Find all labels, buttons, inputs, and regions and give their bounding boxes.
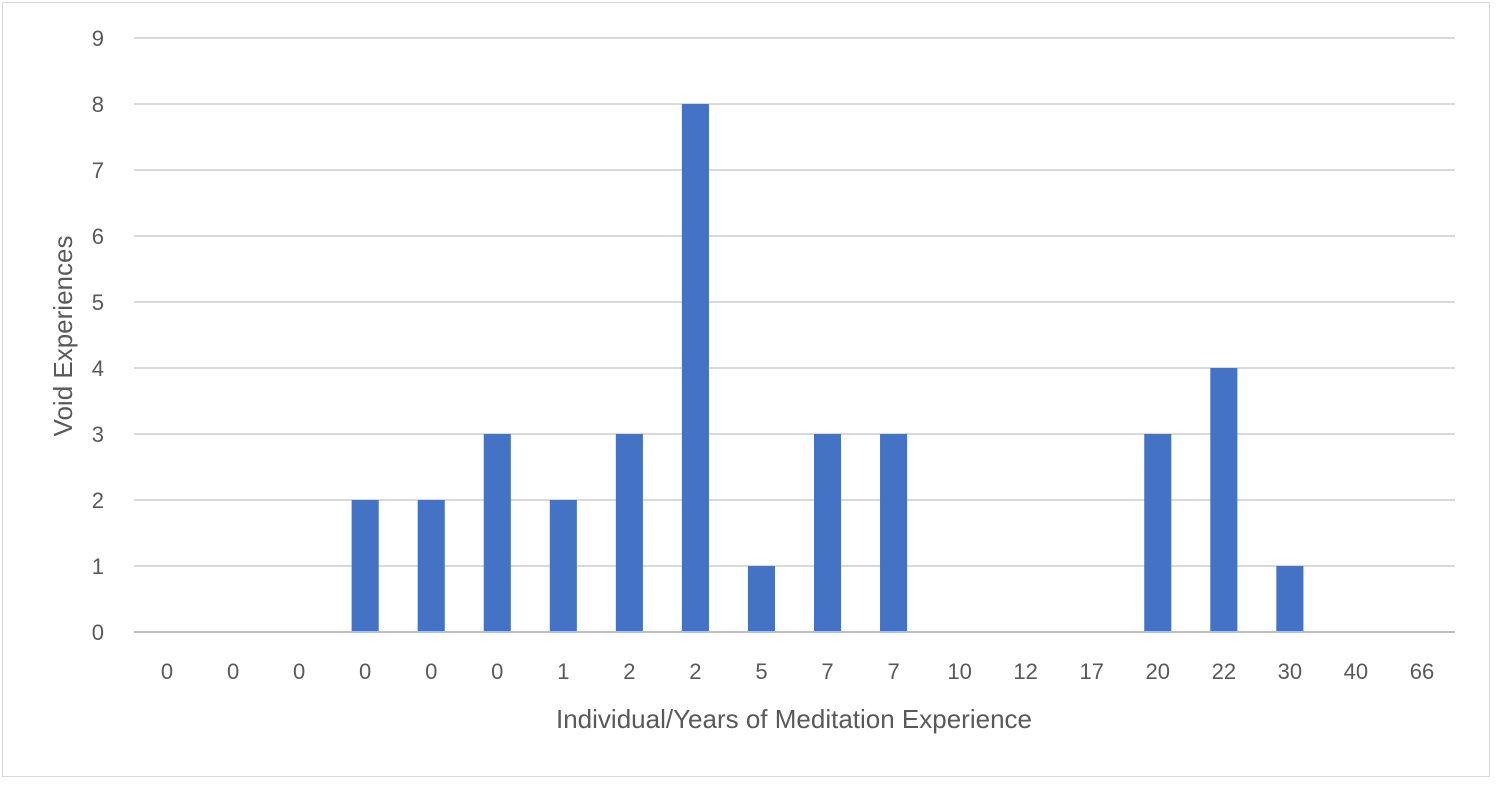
bar [1276, 566, 1304, 632]
x-tick-label: 7 [821, 659, 833, 684]
x-tick-label: 7 [887, 659, 899, 684]
x-tick-label: 0 [227, 659, 239, 684]
gridlines [134, 37, 1455, 567]
bar [880, 434, 908, 632]
x-tick-label: 17 [1079, 659, 1103, 684]
x-tick-label: 30 [1278, 659, 1302, 684]
bars [351, 104, 1304, 632]
bar [549, 500, 577, 632]
x-tick-label: 2 [689, 659, 701, 684]
y-tick-label: 3 [92, 422, 104, 447]
y-tick-label: 5 [92, 290, 104, 315]
y-tick-label: 6 [92, 224, 104, 249]
y-tick-label: 1 [92, 554, 104, 579]
bar [483, 434, 511, 632]
x-tick-label: 40 [1344, 659, 1368, 684]
bar [681, 104, 709, 632]
x-tick-label: 1 [557, 659, 569, 684]
x-axis-title: Individual/Years of Meditation Experienc… [556, 704, 1032, 734]
y-tick-label: 4 [92, 356, 104, 381]
bar [813, 434, 842, 632]
chart-frame [2, 2, 1490, 777]
x-tick-label: 2 [623, 659, 635, 684]
y-axis-title: Void Experiences [48, 236, 78, 437]
x-tick-label: 12 [1013, 659, 1037, 684]
x-tick-label: 22 [1212, 659, 1236, 684]
bar [747, 566, 776, 632]
y-tick-label: 8 [92, 92, 104, 117]
x-tick-label: 0 [293, 659, 305, 684]
y-tick-labels: 0 1 2 3 4 5 6 7 8 9 [92, 26, 104, 645]
x-tick-label: 5 [755, 659, 767, 684]
bar [1210, 368, 1238, 632]
y-tick-label: 9 [92, 26, 104, 51]
x-tick-label: 0 [161, 659, 173, 684]
x-tick-labels: 0 0 0 0 0 0 1 2 2 5 7 7 10 12 17 20 22 30 40 66 [161, 659, 1434, 684]
bar [1144, 434, 1172, 632]
y-tick-label: 7 [92, 158, 104, 183]
x-tick-label: 66 [1410, 659, 1434, 684]
bar [615, 434, 643, 632]
x-tick-label: 0 [491, 659, 503, 684]
y-tick-label: 2 [92, 488, 104, 513]
x-tick-label: 10 [947, 659, 971, 684]
x-tick-label: 0 [359, 659, 371, 684]
bar [351, 500, 379, 632]
bar [417, 500, 445, 632]
x-tick-label: 20 [1146, 659, 1170, 684]
x-tick-label: 0 [425, 659, 437, 684]
y-tick-label: 0 [92, 620, 104, 645]
